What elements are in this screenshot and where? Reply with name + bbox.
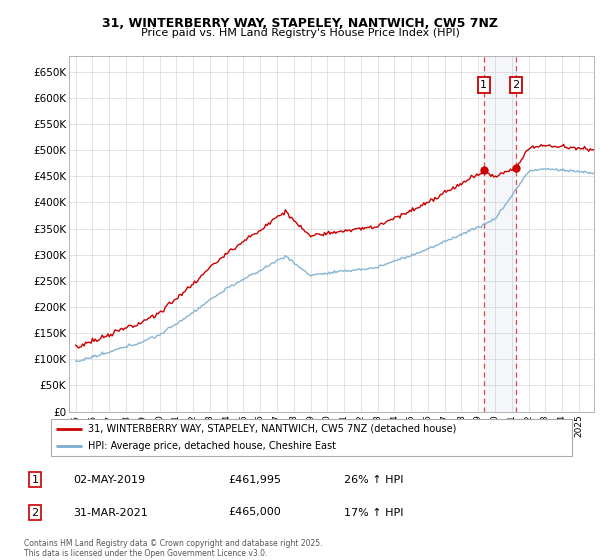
Text: 1: 1 <box>481 80 487 90</box>
Text: 02-MAY-2019: 02-MAY-2019 <box>74 475 146 484</box>
Text: HPI: Average price, detached house, Cheshire East: HPI: Average price, detached house, Ches… <box>88 441 335 451</box>
Text: Price paid vs. HM Land Registry's House Price Index (HPI): Price paid vs. HM Land Registry's House … <box>140 28 460 38</box>
Text: Contains HM Land Registry data © Crown copyright and database right 2025.
This d: Contains HM Land Registry data © Crown c… <box>24 539 323 558</box>
FancyBboxPatch shape <box>50 419 572 456</box>
Text: 2: 2 <box>31 507 38 517</box>
Text: 31, WINTERBERRY WAY, STAPELEY, NANTWICH, CW5 7NZ (detached house): 31, WINTERBERRY WAY, STAPELEY, NANTWICH,… <box>88 423 456 433</box>
Text: 2: 2 <box>512 80 520 90</box>
Text: 17% ↑ HPI: 17% ↑ HPI <box>344 507 404 517</box>
Text: 1: 1 <box>32 475 38 484</box>
Text: £461,995: £461,995 <box>228 475 281 484</box>
Bar <box>484 56 516 412</box>
Text: 31, WINTERBERRY WAY, STAPELEY, NANTWICH, CW5 7NZ: 31, WINTERBERRY WAY, STAPELEY, NANTWICH,… <box>102 17 498 30</box>
Text: 26% ↑ HPI: 26% ↑ HPI <box>344 475 404 484</box>
Text: 31-MAR-2021: 31-MAR-2021 <box>74 507 148 517</box>
Text: £465,000: £465,000 <box>228 507 281 517</box>
